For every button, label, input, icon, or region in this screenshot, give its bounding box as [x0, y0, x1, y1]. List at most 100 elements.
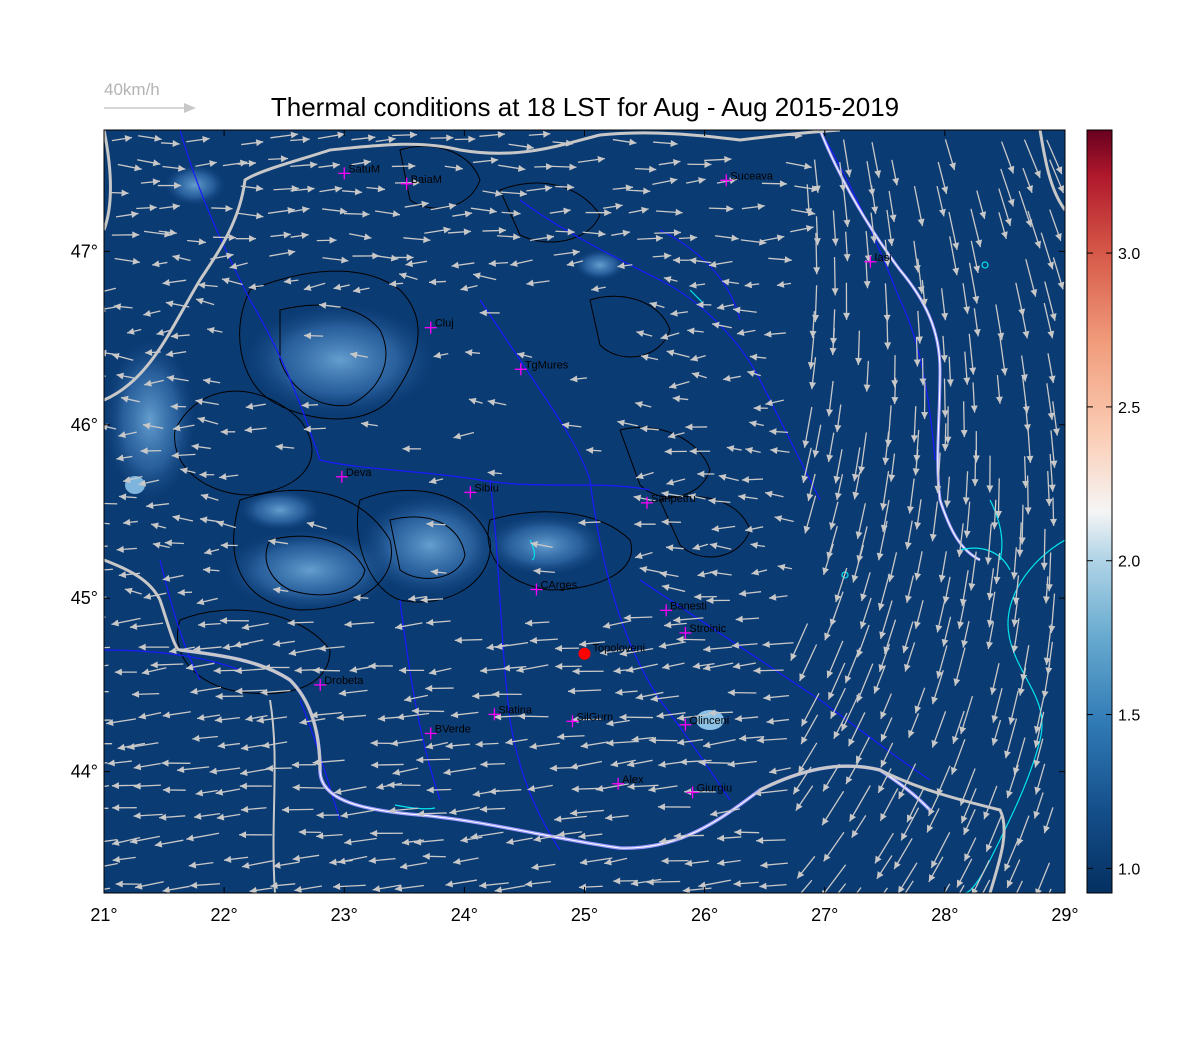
- wind-arrow: [791, 209, 816, 217]
- wind-arrow: [213, 667, 239, 675]
- wind-arrow: [161, 759, 191, 767]
- lon-tick-label: 21°: [90, 905, 117, 925]
- wind-arrow: [953, 647, 966, 687]
- wind-arrow: [159, 813, 186, 821]
- wind-arrow: [1026, 428, 1034, 463]
- wind-arrow: [578, 832, 603, 840]
- lon-tick-label: 24°: [451, 905, 478, 925]
- wind-arrow: [774, 515, 794, 523]
- wind-arrow: [640, 425, 659, 433]
- wind-arrow: [880, 717, 893, 742]
- wind-arrow: [529, 234, 555, 242]
- wind-arrow: [399, 862, 428, 870]
- wind-arrow: [164, 539, 184, 547]
- city-bverde: BVerde: [424, 723, 471, 740]
- wind-arrow: [777, 563, 793, 571]
- wind-arrow: [661, 490, 684, 498]
- wind-arrow: [848, 712, 866, 747]
- wind-arrow: [416, 756, 451, 764]
- wind-arrow: [749, 420, 764, 428]
- wind-arrow: [216, 520, 237, 529]
- wind-arrow: [235, 235, 257, 243]
- wind-arrow: [555, 183, 575, 191]
- wind-arrow: [880, 742, 894, 768]
- wind-arrow: [452, 210, 473, 218]
- wind-arrow: [122, 475, 143, 484]
- wind-arrow: [143, 592, 167, 600]
- wind-arrow: [1011, 618, 1020, 653]
- wind-arrow: [115, 211, 139, 218]
- wind-arrow: [653, 139, 678, 147]
- wind-arrow: [800, 692, 820, 727]
- wind-arrow: [863, 260, 871, 289]
- wind-arrow: [944, 406, 952, 444]
- wind-arrow: [678, 234, 698, 242]
- wind-arrow: [1008, 690, 1019, 725]
- wind-arrow: [152, 541, 170, 549]
- lat-tick-label: 45°: [71, 588, 98, 608]
- wind-arrow: [396, 712, 430, 721]
- wind-arrow: [904, 880, 914, 893]
- wind-arrow: [971, 860, 990, 893]
- wind-arrow: [197, 621, 221, 629]
- city-silgurn: SilGurn: [566, 711, 613, 728]
- wind-arrow: [941, 288, 949, 321]
- wind-arrow: [823, 831, 845, 862]
- city-cluj: Cluj: [424, 318, 454, 334]
- city-label: Banesti: [670, 600, 707, 612]
- wind-arrow: [112, 804, 137, 812]
- wind-arrow: [428, 278, 446, 286]
- wind-arrow: [833, 449, 843, 484]
- wind-arrow: [822, 763, 840, 792]
- wind-arrow: [654, 229, 682, 237]
- wind-arrow: [1020, 307, 1030, 339]
- wind-arrow: [449, 806, 480, 816]
- wind-arrow: [172, 514, 194, 522]
- wind-arrow: [842, 188, 851, 228]
- wind-arrow: [256, 716, 288, 724]
- wind-arrow: [685, 423, 708, 431]
- wind-arrow: [741, 476, 764, 484]
- wind-arrow: [1052, 257, 1065, 290]
- wind-arrow: [972, 431, 980, 463]
- wind-arrow: [1016, 815, 1030, 846]
- wind-arrow: [222, 159, 248, 167]
- wind-arrow: [968, 551, 977, 591]
- wind-arrow: [349, 351, 368, 359]
- wind-arrow: [960, 788, 977, 824]
- wind-arrow: [749, 353, 767, 361]
- wind-arrow: [104, 887, 111, 890]
- wind-arrow: [971, 450, 979, 487]
- wind-arrow: [118, 493, 137, 501]
- wind-arrow: [260, 688, 291, 696]
- wind-arrow: [1004, 839, 1019, 872]
- wind-arrow: [938, 551, 947, 583]
- wind-arrow: [679, 758, 712, 766]
- wind-arrow: [290, 161, 318, 169]
- wind-arrow: [479, 805, 506, 813]
- wind-arrow: [494, 885, 526, 893]
- wind-arrow: [425, 741, 448, 750]
- wind-arrow: [366, 185, 386, 193]
- wind-arrow: [806, 473, 816, 502]
- wind-arrow: [1011, 598, 1019, 627]
- wind-arrow: [1041, 663, 1051, 699]
- wind-arrow: [470, 831, 504, 840]
- wind-arrow: [292, 784, 325, 792]
- wind-arrow: [150, 661, 184, 669]
- wind-arrow: [770, 447, 790, 455]
- wind-arrow: [1045, 471, 1053, 507]
- wind-arrow: [262, 741, 288, 749]
- wind-arrow: [555, 662, 582, 670]
- wind-arrow: [109, 189, 129, 197]
- wind-arrow: [1052, 401, 1060, 436]
- wind-arrow: [104, 862, 118, 867]
- wind-arrow: [1042, 576, 1050, 604]
- wind-arrow: [970, 208, 983, 248]
- city-baiam: BaiaM: [400, 174, 442, 190]
- wind-arrow: [605, 814, 629, 821]
- wind-arrow: [993, 552, 1001, 584]
- wind-arrow: [338, 855, 368, 865]
- wind-arrow: [281, 806, 314, 814]
- wind-arrow: [962, 471, 970, 505]
